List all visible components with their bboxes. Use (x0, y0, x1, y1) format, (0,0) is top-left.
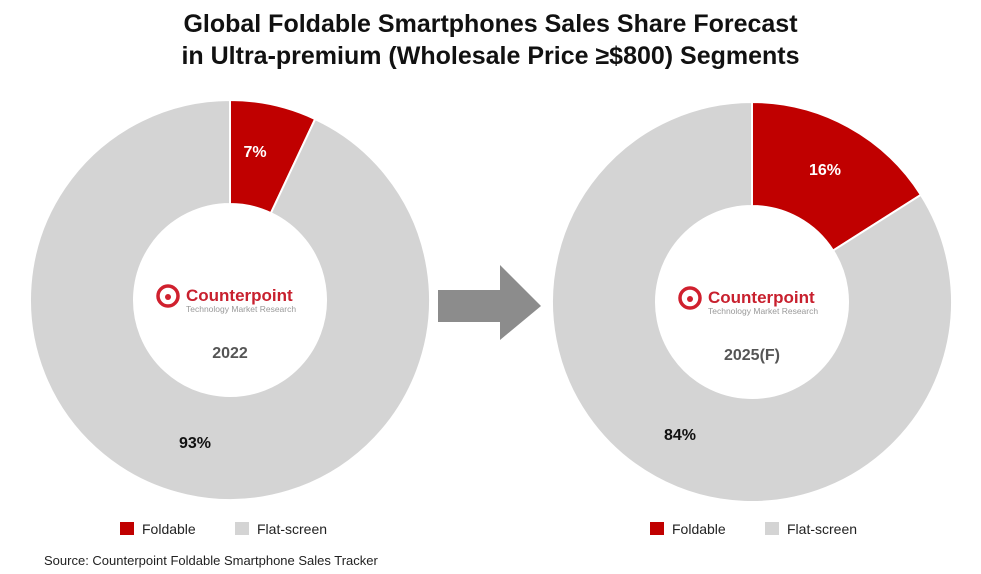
slice-flat-screen (551, 100, 953, 503)
logo-name: Counterpoint (708, 288, 815, 307)
legend-swatch-flat-screen (235, 522, 249, 535)
legend-label-foldable: Foldable (672, 521, 726, 537)
logo-tagline: Technology Market Research (186, 304, 296, 314)
logo-icon-dot (687, 296, 693, 302)
logo-icon (156, 284, 180, 308)
center-label: 2025(F) (724, 347, 780, 364)
data-label: 84% (664, 427, 696, 444)
data-label: 93% (179, 435, 211, 452)
slice-foldable (751, 100, 923, 252)
logo-tagline: Technology Market Research (708, 306, 818, 316)
chart-title: Global Foldable Smartphones Sales Share … (0, 8, 981, 72)
logo-icon (678, 286, 702, 310)
logo-name: Counterpoint (186, 286, 293, 305)
legend-label-flat-screen: Flat-screen (257, 521, 327, 537)
title-line-2: in Ultra-premium (Wholesale Price ≥$800)… (181, 42, 800, 70)
arrow-shape (438, 265, 541, 340)
legend-swatch-flat-screen (765, 522, 779, 535)
legend-label-flat-screen: Flat-screen (787, 521, 857, 537)
data-label: 7% (243, 144, 266, 161)
logo-icon-dot (165, 294, 171, 300)
source-note: Source: Counterpoint Foldable Smartphone… (44, 553, 378, 568)
data-label: 16% (809, 162, 841, 179)
title-line-1: Global Foldable Smartphones Sales Share … (183, 10, 798, 38)
slice-flat-screen (29, 98, 431, 501)
center-label: 2022 (212, 345, 248, 362)
legend-swatch-foldable (650, 522, 664, 535)
legend-label-foldable: Foldable (142, 521, 196, 537)
legend-swatch-foldable (120, 522, 134, 535)
